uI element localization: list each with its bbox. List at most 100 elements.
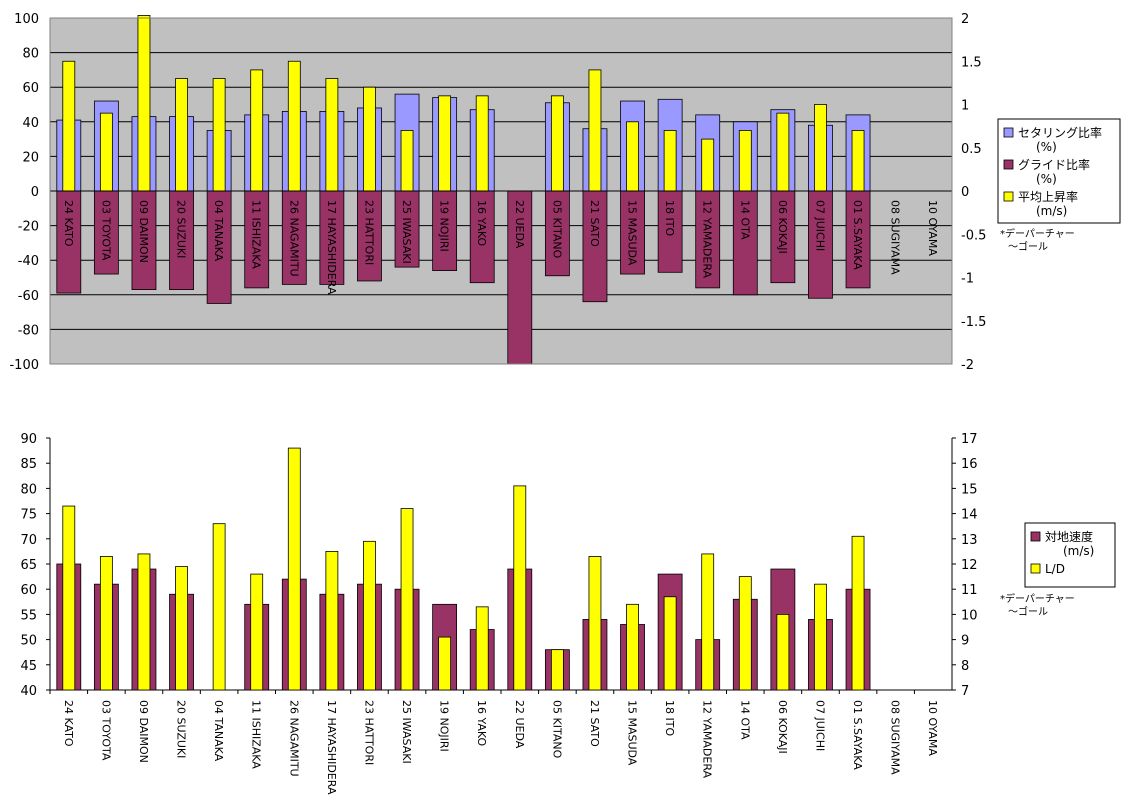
top-y-tick-label: 60 xyxy=(22,81,39,96)
legend-climb-swatch xyxy=(1003,191,1014,202)
top-category-label: 04 TANAKA xyxy=(212,200,225,262)
glide-bar xyxy=(657,190,683,273)
climb-rate-bar xyxy=(776,112,790,192)
top-category-label: 21 SATO xyxy=(588,200,601,247)
ld-bar xyxy=(137,553,151,691)
bottom-category-label: 24 KATO xyxy=(62,700,75,747)
ld-bar xyxy=(325,551,339,691)
climb-rate-bar xyxy=(438,95,452,192)
top-category-label: 15 MASUDA xyxy=(626,200,639,266)
glide-bar xyxy=(845,190,871,289)
bottom-y2-tick-label: 8 xyxy=(961,659,969,674)
bottom-y-tick-label: 55 xyxy=(20,608,37,623)
ld-bar xyxy=(626,603,639,691)
climb-rate-bar xyxy=(814,104,827,192)
legend-settering-label: セタリング比率 xyxy=(1018,125,1102,140)
bottom-y-tick-label: 80 xyxy=(20,482,37,497)
top-category-label: 19 NOJIRI xyxy=(438,200,451,252)
climb-rate-bar xyxy=(851,130,865,192)
ld-bar xyxy=(738,576,752,691)
top-category-label: 26 NAGAMITU xyxy=(287,200,300,277)
glide-bar xyxy=(432,190,458,271)
top-category-label: 05 KITANO xyxy=(550,200,563,259)
legend-ld-label: L/D xyxy=(1045,562,1065,576)
legend-climb-label: 平均上昇率 xyxy=(1018,189,1078,204)
top-category-label: 20 SUZUKI xyxy=(175,200,188,258)
legend-settering-label: (%) xyxy=(1036,140,1057,154)
top-plot-border xyxy=(49,17,953,365)
bottom-category-label: 17 HAYASHIDERA xyxy=(325,700,338,795)
top-y-tick-label: -80 xyxy=(18,323,39,338)
glide-bar xyxy=(281,190,307,285)
glide-bar xyxy=(244,190,270,289)
ld-bar xyxy=(588,556,602,691)
legend-glide-swatch xyxy=(1003,159,1014,170)
bottom-y-tick-label: 50 xyxy=(20,634,37,649)
top-y2-tick-label: 0 xyxy=(961,185,969,200)
bottom-category-label: 06 KOKAJI xyxy=(776,700,789,754)
bottom-category-label: 25 IWASAKI xyxy=(400,700,413,764)
bottom-category-label: 18 ITO xyxy=(663,700,676,736)
ld-bar xyxy=(550,649,564,691)
legend-groundspeed-swatch xyxy=(1030,531,1041,542)
bottom-y2-tick-label: 15 xyxy=(961,482,978,497)
glide-bar xyxy=(469,190,495,284)
legend-ld-swatch xyxy=(1030,563,1041,574)
glide-bar xyxy=(808,190,833,299)
note-top-line2: 〜ゴール xyxy=(1008,240,1048,253)
top-y-tick-label: -40 xyxy=(18,254,39,269)
bottom-y2-tick-label: 10 xyxy=(961,608,978,623)
climb-rate-bar xyxy=(363,86,376,192)
glide-bar xyxy=(56,190,82,294)
bottom-category-label: 09 DAIMON xyxy=(137,700,150,763)
ld-bar xyxy=(99,556,113,691)
top-y-tick-label: 80 xyxy=(22,47,39,62)
top-category-label: 06 KOKAJI xyxy=(776,200,789,254)
bottom-category-label: 21 SATO xyxy=(588,700,601,747)
top-y2-tick-label: 1 xyxy=(961,99,969,114)
top-y-tick-label: 20 xyxy=(22,150,39,165)
climb-rate-bar xyxy=(588,69,602,192)
bottom-y-tick-label: 45 xyxy=(20,659,37,674)
ld-bar xyxy=(814,583,827,691)
top-category-label: 10 OYAMA xyxy=(926,200,939,256)
note-bottom-line1: *デーパーチャー xyxy=(1000,592,1075,605)
top-chart: 100 80 60 40 20 0 -20 -40 -60 -80 -100 2 1.5 1 0.5 0 -0.… xyxy=(9,12,986,373)
climb-rate-bar xyxy=(287,60,301,192)
bottom-y2-tick-label: 12 xyxy=(961,558,978,573)
ld-bar xyxy=(851,535,865,691)
climb-rate-bar xyxy=(250,69,264,192)
top-category-label: 17 HAYASHIDERA xyxy=(325,200,338,295)
glide-bar xyxy=(695,190,721,289)
bottom-y2-tick-label: 9 xyxy=(961,634,969,649)
climb-rate-bar xyxy=(400,130,414,192)
bottom-category-label: 12 YAMADERA xyxy=(701,700,714,779)
bottom-category-label: 04 TANAKA xyxy=(212,700,225,762)
bottom-category-label: 05 KITANO xyxy=(550,700,563,759)
top-category-label: 12 YAMADERA xyxy=(701,200,714,279)
top-y-tick-label: 100 xyxy=(14,12,39,27)
top-y2-tick-label: -1 xyxy=(961,272,974,287)
bottom-y2-tick-label: 16 xyxy=(961,457,978,472)
bottom-y-tick-label: 65 xyxy=(20,558,37,573)
bottom-category-label: 26 NAGAMITU xyxy=(287,700,300,777)
bottom-y-tick-label: 90 xyxy=(20,432,37,447)
top-category-label: 09 DAIMON xyxy=(137,200,150,263)
glide-bar xyxy=(620,190,645,275)
legend-top-box-frame xyxy=(997,118,1121,224)
top-y-tick-label: 40 xyxy=(22,116,39,131)
top-category-label: 24 KATO xyxy=(62,200,75,247)
bottom-category-label: 10 OYAMA xyxy=(926,700,939,756)
climb-rate-bar xyxy=(175,78,188,192)
climb-rate-bar xyxy=(212,78,226,192)
bottom-y2-tick-label: 13 xyxy=(961,533,978,548)
top-category-label: 03 TOYOTA xyxy=(99,200,112,261)
ld-bar xyxy=(663,596,677,691)
top-y-tick-label: -20 xyxy=(18,220,39,235)
top-category-label: 25 IWASAKI xyxy=(400,200,413,264)
bottom-category-label: 14 OTA xyxy=(738,700,751,740)
glide-bar xyxy=(357,190,382,282)
bottom-y2-tick-label: 17 xyxy=(961,432,978,447)
bottom-category-label: 23 HATTORI xyxy=(362,700,375,765)
top-category-label: 16 YAKO xyxy=(475,200,488,246)
